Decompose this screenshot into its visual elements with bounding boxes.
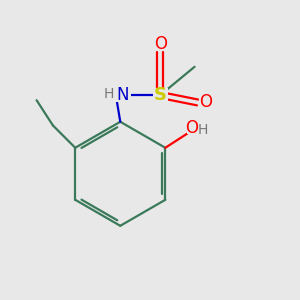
- Text: O: O: [186, 119, 199, 137]
- Text: H: H: [198, 123, 208, 137]
- Text: O: O: [154, 35, 167, 53]
- Bar: [199, 96, 213, 109]
- Text: S: S: [154, 86, 167, 104]
- Bar: [153, 38, 167, 50]
- Text: O: O: [200, 93, 212, 111]
- Text: H: H: [103, 86, 114, 100]
- Text: N: N: [116, 86, 129, 104]
- Bar: [187, 122, 201, 134]
- Bar: [153, 88, 168, 102]
- Bar: [108, 88, 130, 102]
